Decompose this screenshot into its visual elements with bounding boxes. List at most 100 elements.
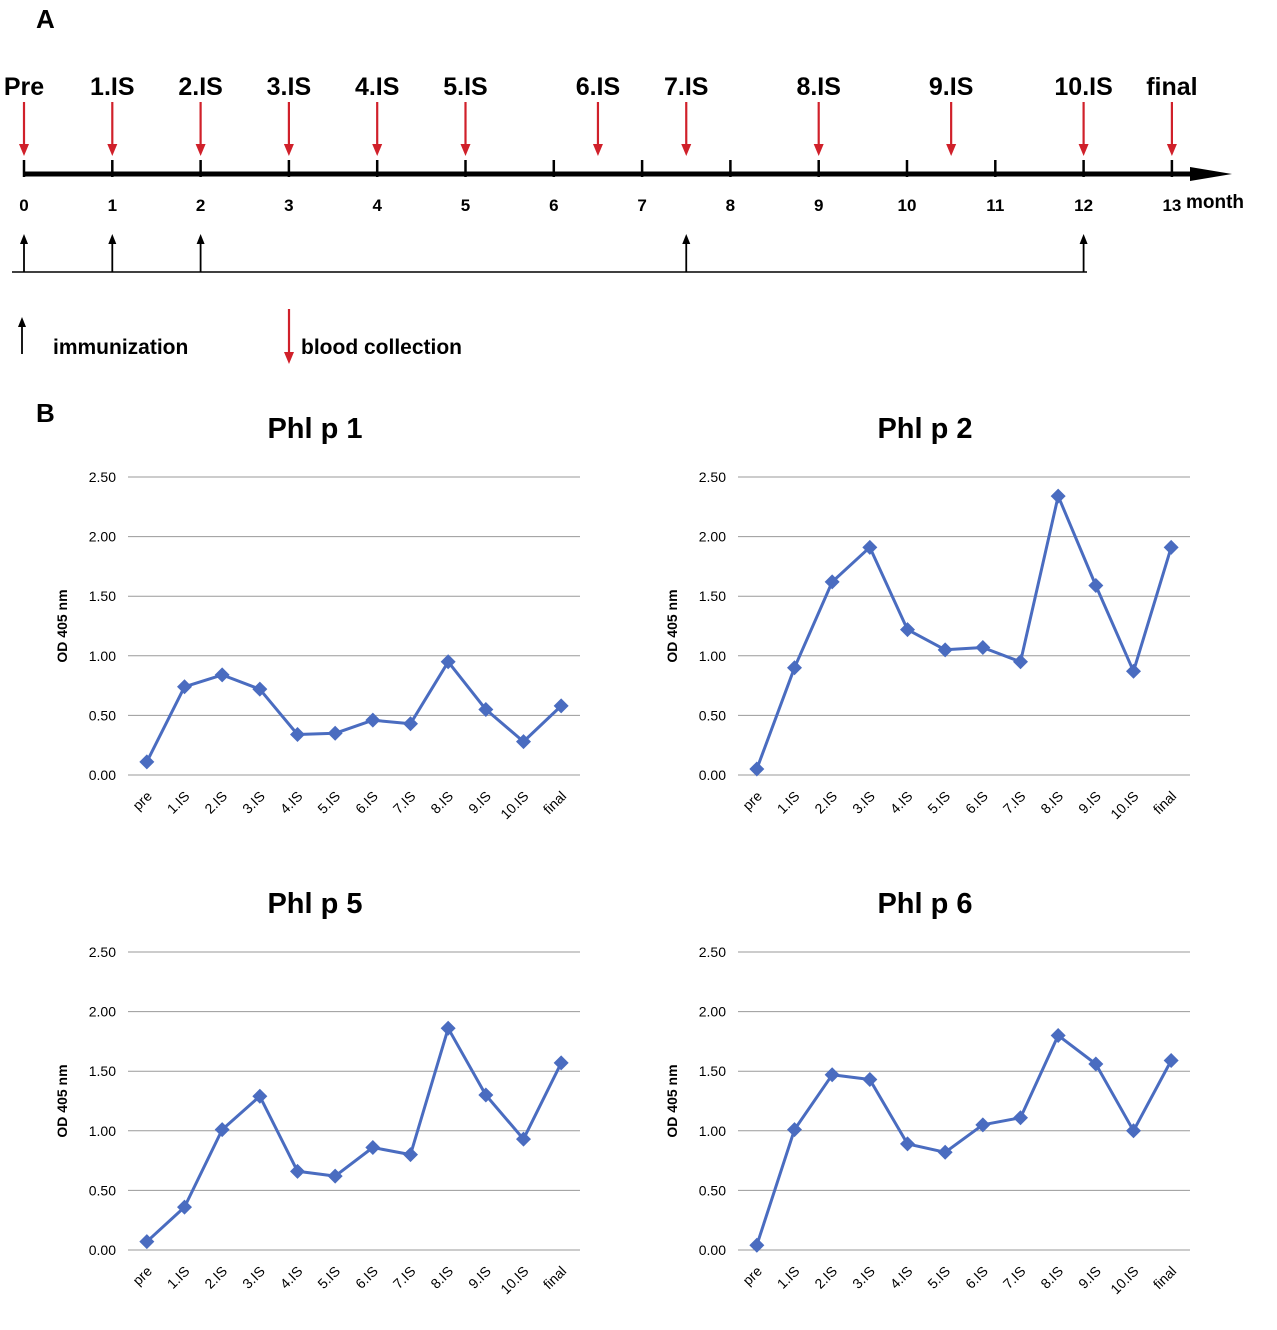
event-label: 9.IS (929, 73, 973, 101)
y-tick-label: 1.00 (89, 648, 116, 664)
legend-immunization-arrowhead (18, 317, 26, 327)
chart-phl-p1: Phl p 1 0.00 0.50 1.00 1.50 2.00 2.50 OD 405 nm… (54, 413, 580, 822)
x-tick-label: pre (129, 1263, 155, 1289)
x-tick-label: 6.IS (352, 788, 381, 817)
x-tick-label: 1.IS (164, 1263, 193, 1292)
event-label: final (1146, 73, 1197, 101)
data-point (749, 1237, 765, 1253)
y-tick-label: 2.00 (699, 1004, 726, 1020)
event-label: 4.IS (355, 73, 399, 101)
immunization-arrowhead (1079, 234, 1088, 244)
data-point (177, 1199, 192, 1215)
chart-title: Phl p 1 (267, 413, 362, 445)
x-tick-label: 10.IS (1107, 1263, 1141, 1297)
y-tick-label: 2.00 (89, 1004, 116, 1020)
data-point (214, 667, 230, 683)
x-tick-label: 6.IS (962, 788, 991, 817)
data-point (365, 712, 381, 728)
x-tick-label: 1.IS (164, 788, 193, 817)
data-point (1050, 1027, 1066, 1043)
y-tick-label: 0.00 (89, 1242, 116, 1258)
data-point (214, 1122, 230, 1138)
x-tick-label: 9.IS (1075, 788, 1104, 817)
blood-arrowhead (946, 144, 957, 156)
event-label: 5.IS (443, 73, 487, 101)
data-point (139, 754, 155, 770)
event-label: 1.IS (90, 73, 134, 101)
data-point (553, 698, 569, 714)
y-tick-label: 0.50 (699, 707, 726, 723)
month-tick-label: 9 (814, 196, 823, 215)
data-point (824, 1067, 840, 1083)
y-tick-label: 2.50 (699, 469, 726, 485)
x-tick-label: 9.IS (465, 788, 494, 817)
x-tick-label: 9.IS (1075, 1263, 1104, 1292)
chart-title: Phl p 2 (877, 413, 972, 445)
data-point (290, 726, 305, 742)
data-point (440, 1020, 456, 1036)
data-point (478, 1087, 494, 1103)
month-tick-label: 0 (19, 196, 28, 215)
x-tick-label: 5.IS (314, 1263, 343, 1292)
x-tick-label: 5.IS (924, 1263, 953, 1292)
y-tick-label: 0.50 (89, 1182, 116, 1198)
blood-arrowhead (681, 144, 692, 156)
x-tick-label: pre (739, 788, 765, 814)
y-tick-label: 1.00 (89, 1123, 116, 1139)
blood-arrowhead (372, 144, 383, 156)
immunization-arrowhead (20, 234, 28, 244)
chart-phl-p5: Phl p 5 0.00 0.50 1.00 1.50 2.00 2.50 OD 405 nm… (54, 888, 580, 1297)
x-tick-label: 7.IS (390, 788, 419, 817)
y-tick-label: 0.00 (699, 767, 726, 783)
immunization-arrowhead (196, 234, 205, 244)
x-tick-label: final (1150, 1263, 1179, 1292)
event-label: Pre (4, 73, 44, 101)
data-point (1163, 1052, 1179, 1068)
y-axis-title: OD 405 nm (664, 1064, 680, 1137)
data-point (787, 1122, 802, 1138)
y-tick-label: 2.50 (699, 944, 726, 960)
y-axis-title: OD 405 nm (54, 1064, 70, 1137)
data-point (327, 725, 343, 741)
event-label: 7.IS (664, 73, 708, 101)
y-tick-label: 1.50 (699, 1063, 726, 1079)
y-tick-label: 1.50 (89, 1063, 116, 1079)
x-tick-label: 1.IS (774, 788, 803, 817)
blood-arrowhead (1078, 144, 1089, 156)
panel-a-label: A (36, 4, 55, 34)
blood-arrowhead (107, 144, 118, 156)
x-tick-label: 10.IS (497, 1263, 531, 1297)
blood-arrowhead (1166, 144, 1177, 156)
data-point (252, 1088, 268, 1104)
series-line (755, 494, 1173, 770)
month-tick-label: 6 (549, 196, 558, 215)
x-tick-label: 10.IS (497, 788, 531, 822)
data-point (365, 1139, 381, 1155)
data-point (252, 681, 268, 697)
x-tick-label: 4.IS (277, 1263, 306, 1292)
x-tick-label: 1.IS (774, 1263, 803, 1292)
data-point (177, 679, 192, 695)
y-tick-label: 2.50 (89, 469, 116, 485)
x-tick-label: pre (129, 788, 155, 814)
x-tick-label: 7.IS (1000, 788, 1029, 817)
x-tick-label: 4.IS (277, 788, 306, 817)
data-point (403, 1147, 418, 1163)
x-tick-label: final (1150, 788, 1179, 817)
y-axis-title: OD 405 nm (664, 589, 680, 662)
blood-arrowhead (813, 144, 824, 156)
data-point (440, 654, 456, 670)
series-line (145, 660, 563, 763)
data-point (478, 701, 494, 717)
chart-title: Phl p 6 (877, 888, 972, 920)
data-point (139, 1234, 155, 1250)
x-tick-label: 5.IS (924, 788, 953, 817)
x-tick-label: 3.IS (239, 1263, 268, 1292)
data-point (900, 1136, 915, 1152)
series-line (755, 1033, 1173, 1246)
event-label: 10.IS (1054, 73, 1112, 101)
data-point (975, 1117, 991, 1133)
x-tick-label: 8.IS (1037, 788, 1066, 817)
month-tick-label: 3 (284, 196, 293, 215)
